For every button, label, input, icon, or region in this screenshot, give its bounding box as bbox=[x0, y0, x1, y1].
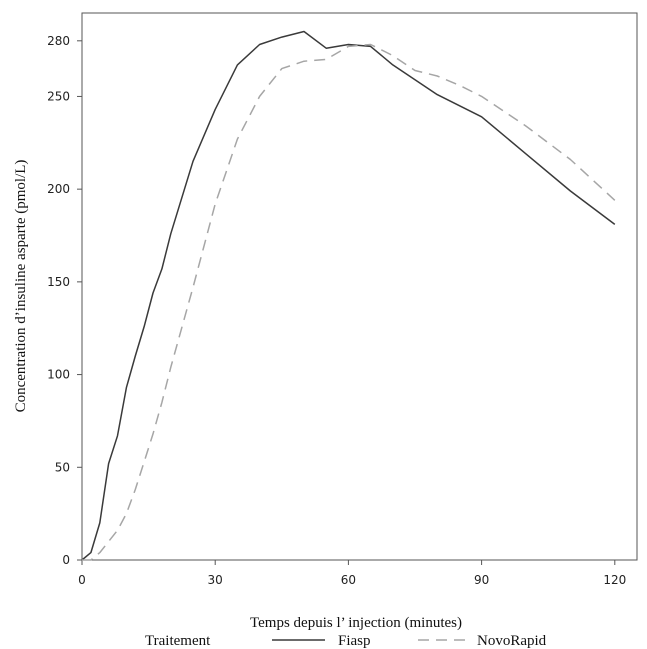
y-axis: 0 50 100 150 200 250 280 bbox=[47, 34, 82, 567]
legend: Traitement Fiasp NovoRapid bbox=[145, 633, 547, 649]
x-axis-title: Temps depuis l’ injection (minutes) bbox=[250, 615, 462, 631]
x-tick-label: 90 bbox=[474, 573, 489, 587]
series-layer bbox=[81, 30, 616, 561]
legend-title: Traitement bbox=[145, 633, 211, 649]
y-axis-title: Concentration d’insuline asparte (pmol/L… bbox=[13, 160, 29, 413]
y-tick-label: 150 bbox=[47, 275, 70, 289]
x-tick-label: 30 bbox=[208, 573, 223, 587]
y-tick-label: 0 bbox=[62, 553, 70, 567]
y-tick-label: 50 bbox=[55, 460, 70, 474]
legend-label-novorapid: NovoRapid bbox=[477, 633, 547, 649]
y-tick-label: 200 bbox=[47, 182, 70, 196]
x-tick-label: 0 bbox=[78, 573, 86, 587]
x-axis: 0 30 60 90 120 bbox=[78, 560, 626, 587]
x-tick-label: 60 bbox=[341, 573, 356, 587]
y-tick-label: 280 bbox=[47, 34, 70, 48]
y-tick-label: 250 bbox=[47, 89, 70, 103]
x-tick-label: 120 bbox=[603, 573, 626, 587]
series-line-fiasp bbox=[81, 30, 616, 561]
plot-frame bbox=[81, 12, 638, 561]
series-line-novorapid bbox=[82, 43, 616, 561]
y-tick-label: 100 bbox=[47, 368, 70, 382]
legend-label-fiasp: Fiasp bbox=[338, 633, 371, 649]
